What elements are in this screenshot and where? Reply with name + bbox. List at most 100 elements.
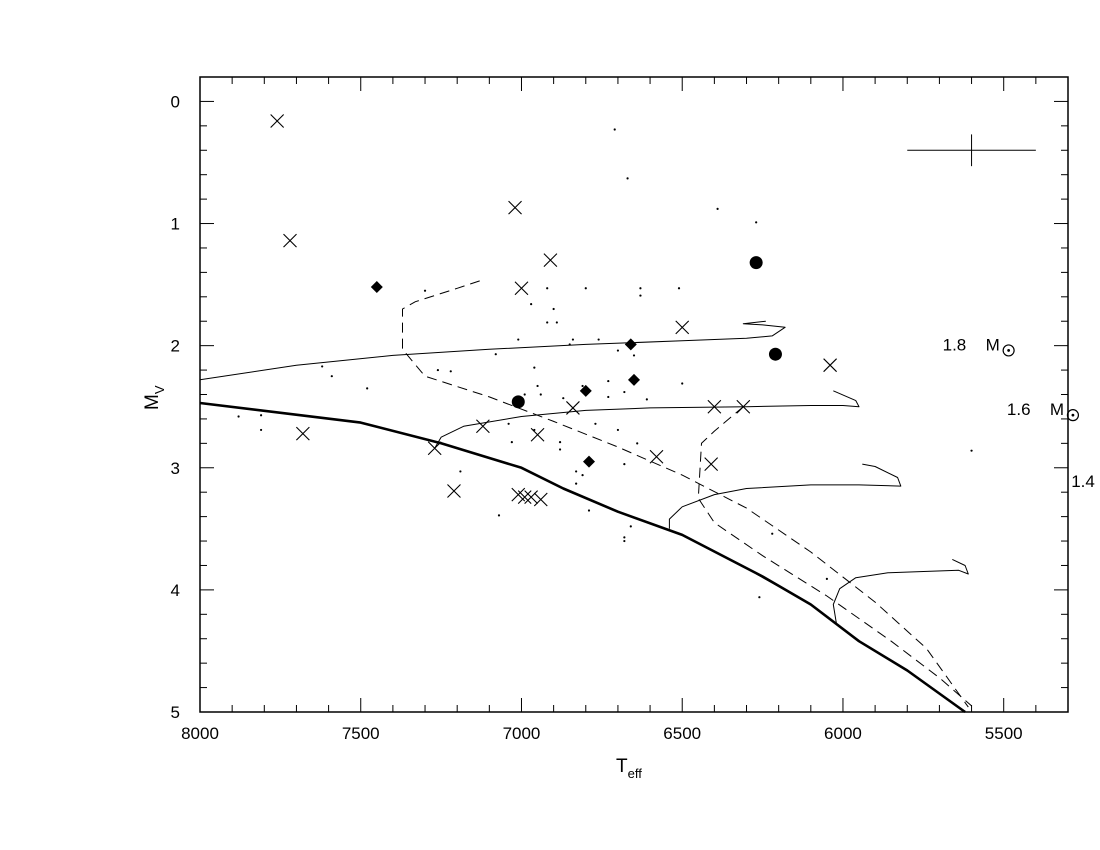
cross-point: [533, 492, 548, 507]
dot-point: [571, 338, 575, 341]
dot-point: [497, 514, 501, 517]
diamond-point: [628, 373, 640, 386]
curve-zams: [199, 401, 966, 714]
dot-point: [536, 384, 539, 388]
dot-point: [597, 338, 600, 341]
sun-symbol-icon: [1002, 344, 1015, 357]
axis-ticks: [199, 77, 1069, 713]
dot-point: [259, 414, 263, 417]
dot-point: [510, 441, 513, 444]
sun-symbol-dot: [1007, 349, 1011, 352]
y-tick-label: 1: [171, 215, 180, 234]
cross-point: [566, 401, 580, 415]
dot-point: [562, 397, 565, 400]
cross-point: [476, 419, 490, 434]
cross-point: [530, 427, 545, 442]
dot-point: [639, 294, 642, 297]
dot-point: [581, 384, 584, 388]
cross-point: [649, 449, 664, 464]
dot-point: [587, 509, 591, 512]
dot-point: [623, 539, 626, 543]
dot-point: [623, 390, 626, 394]
cross-point: [524, 490, 539, 504]
cross-point: [704, 457, 719, 471]
sun-symbol-dot: [1071, 413, 1075, 417]
curve-zams-wiggle: [755, 573, 857, 640]
diamond-point: [370, 281, 383, 294]
x-tick-labels: 8000 7500 7000 6500 6000 5500: [181, 724, 1023, 743]
dot-point: [523, 393, 526, 396]
dot-point: [259, 428, 263, 432]
cross-point: [295, 426, 310, 441]
curve-track-1.2: [832, 558, 969, 640]
dot-point: [645, 398, 648, 401]
cross-point: [270, 114, 285, 128]
dot-point: [629, 525, 632, 528]
y-axis-label: MV: [142, 385, 167, 410]
plot-frame: [199, 76, 1069, 713]
model-curves: [199, 280, 972, 714]
dot-point: [575, 470, 578, 473]
dot-point: [632, 354, 636, 357]
circle-point: [511, 395, 525, 409]
x-tick-label: 6000: [824, 724, 862, 743]
dot-point: [639, 287, 642, 290]
dot-point: [623, 463, 626, 466]
dot-point: [552, 307, 555, 311]
dot-point: [607, 379, 610, 383]
dot-point: [366, 387, 369, 390]
cross-point: [283, 233, 297, 248]
dot-point: [584, 287, 587, 290]
dot-point: [546, 321, 549, 324]
dot-point: [533, 366, 536, 369]
dot-point: [321, 365, 324, 368]
data-points: [237, 114, 973, 599]
dot-point: [771, 532, 774, 535]
track-label-unit: M: [1050, 400, 1064, 419]
dot-point: [607, 395, 610, 399]
dot-point: [758, 596, 761, 599]
cross-point: [543, 253, 558, 268]
cross-point: [514, 281, 529, 296]
dot-point: [494, 353, 497, 356]
dot-point: [237, 415, 240, 418]
dot-point: [626, 177, 629, 180]
cross-point: [447, 484, 461, 498]
dot-point: [459, 470, 462, 473]
cross-point: [508, 200, 522, 215]
dot-point: [616, 349, 620, 352]
track-label-unit: M: [986, 335, 1000, 354]
dot-point: [449, 370, 452, 373]
error-bar: [907, 134, 1036, 167]
x-tick-label: 6500: [663, 724, 701, 743]
curve-track-1.4: [668, 463, 902, 529]
dot-point: [530, 303, 533, 306]
dot-point: [616, 428, 620, 432]
dot-point: [533, 428, 536, 432]
track-labels: 1.8M1.6M1.4M1.2M: [943, 335, 1095, 491]
track-label-mass: 1.4: [1071, 472, 1095, 491]
y-tick-label: 4: [171, 581, 180, 600]
dot-point: [568, 343, 571, 346]
curve-track-1.6: [434, 390, 860, 449]
dot-point: [555, 321, 558, 324]
diamond-point: [582, 455, 595, 468]
dot-point: [423, 289, 427, 292]
circle-point: [749, 256, 763, 270]
dot-point: [539, 393, 542, 396]
dot-point: [716, 207, 719, 210]
dot-point: [681, 382, 684, 385]
cross-point: [675, 320, 690, 335]
dot-point: [517, 338, 520, 341]
circle-point: [768, 347, 782, 361]
track-label-mass: 1.8: [943, 335, 967, 354]
dot-point: [558, 448, 562, 451]
dot-point: [623, 536, 626, 539]
x-tick-label: 7500: [342, 724, 380, 743]
dot-point: [546, 287, 549, 290]
dot-point: [507, 422, 510, 425]
dot-point: [575, 482, 578, 485]
dot-point: [330, 375, 333, 378]
dot-point: [558, 441, 562, 444]
curve-track-1.8: [199, 320, 786, 381]
